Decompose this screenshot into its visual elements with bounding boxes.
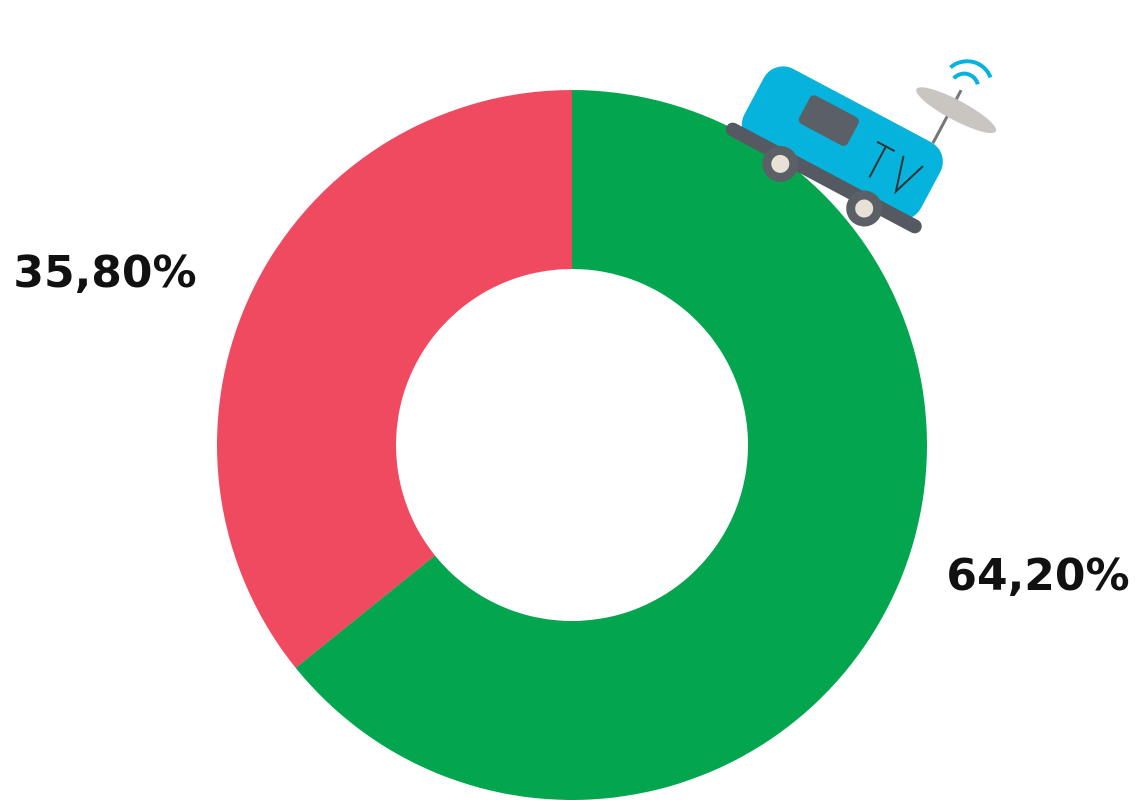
value-label: 35,80% <box>13 247 196 298</box>
tv-van-illustration <box>725 59 997 234</box>
value-label: 64,20% <box>946 550 1129 601</box>
donut-segment <box>217 90 572 668</box>
donut-segment <box>295 90 927 800</box>
